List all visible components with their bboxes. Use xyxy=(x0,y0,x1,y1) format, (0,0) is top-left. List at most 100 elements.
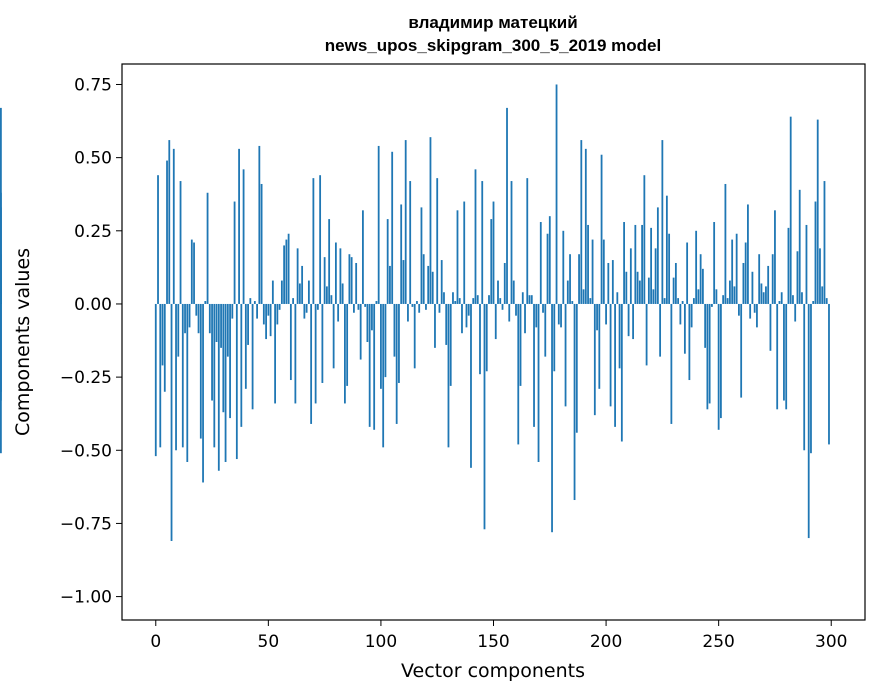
bar-14 xyxy=(186,303,189,462)
bar-132 xyxy=(452,292,454,304)
bar-39 xyxy=(242,169,245,304)
bar-285 xyxy=(796,251,799,304)
bar-262 xyxy=(744,242,747,304)
bar-240 xyxy=(695,230,698,304)
bar-116 xyxy=(416,301,418,304)
bar-110 xyxy=(402,260,405,304)
bar-218 xyxy=(645,303,648,366)
bar-103 xyxy=(386,219,389,304)
bar-298 xyxy=(825,298,828,304)
bar-145 xyxy=(481,181,484,304)
bar-136 xyxy=(461,303,463,334)
bar-69 xyxy=(310,303,313,424)
bar-222 xyxy=(654,248,657,304)
bar-202 xyxy=(609,303,612,407)
bar-140 xyxy=(470,303,472,468)
bar-151 xyxy=(494,303,497,340)
bar-94 xyxy=(366,303,369,342)
bar-155 xyxy=(503,262,506,304)
bar-44 xyxy=(253,301,256,304)
bar-227 xyxy=(665,195,668,304)
bar-75 xyxy=(323,257,326,304)
bar-undefined xyxy=(0,292,2,304)
y-tick-label: 0.25 xyxy=(74,222,112,242)
bar-84 xyxy=(344,303,346,404)
bar-153 xyxy=(499,298,502,304)
x-tick-label: 50 xyxy=(258,632,280,652)
bar-91 xyxy=(359,303,362,360)
bar-247 xyxy=(711,303,713,307)
bar-178 xyxy=(555,84,558,304)
bar-203 xyxy=(611,260,614,304)
bar-95 xyxy=(368,303,371,427)
chart-title: владимир матецкий xyxy=(408,13,577,32)
y-tick-label: −0.25 xyxy=(60,368,112,388)
bar-194 xyxy=(591,239,594,304)
bar-101 xyxy=(382,303,385,448)
y-axis-ticks: −1.00 −0.75 −0.50 −0.25 0.00 0.25 0.50 0.75 xyxy=(60,75,122,608)
y-tick-label: 0.00 xyxy=(74,295,112,315)
bar-179 xyxy=(557,303,560,325)
bar-0 xyxy=(154,303,157,457)
bar-224 xyxy=(659,303,662,357)
bar-8 xyxy=(172,148,175,304)
bar-152 xyxy=(497,280,499,304)
bar-231 xyxy=(674,262,677,304)
bar-228 xyxy=(668,233,671,304)
bar-288 xyxy=(803,303,806,451)
y-axis-label: Components values xyxy=(12,248,34,436)
bar-211 xyxy=(629,248,632,304)
bar-28 xyxy=(217,303,220,471)
bar-17 xyxy=(193,242,195,304)
bar-161 xyxy=(517,303,520,445)
bar-57 xyxy=(283,245,286,304)
bar-107 xyxy=(395,303,398,424)
bar-139 xyxy=(467,303,470,316)
bar-71 xyxy=(314,303,317,404)
bar-16 xyxy=(190,239,193,304)
bar-199 xyxy=(602,239,605,304)
bar-51 xyxy=(269,303,272,337)
bar-31 xyxy=(224,303,227,462)
bar-165 xyxy=(526,178,529,304)
bar-236 xyxy=(686,242,689,304)
bar-195 xyxy=(593,303,596,416)
bar-112 xyxy=(407,303,409,322)
bar-1 xyxy=(157,175,159,304)
bar-207 xyxy=(620,303,623,442)
bar-244 xyxy=(704,303,707,348)
bar-290 xyxy=(807,303,810,539)
bar-216 xyxy=(641,224,643,304)
bar-135 xyxy=(458,298,461,304)
bar-143 xyxy=(476,295,479,304)
bar-277 xyxy=(778,301,781,304)
bar-38 xyxy=(240,303,243,427)
x-axis-ticks: 0 50 100 150 200 250 300 xyxy=(150,620,847,652)
bar-196 xyxy=(596,303,598,331)
bar-54 xyxy=(276,303,279,325)
bar-295 xyxy=(819,248,821,304)
bar-43 xyxy=(251,303,254,410)
bar-252 xyxy=(722,295,725,304)
bar-189 xyxy=(580,140,583,304)
bar-235 xyxy=(683,303,686,354)
bar-163 xyxy=(521,292,524,304)
bar-170 xyxy=(537,303,540,462)
bar-126 xyxy=(438,303,441,313)
x-tick-label: 200 xyxy=(590,632,622,652)
bar-158 xyxy=(510,181,513,304)
bar-115 xyxy=(413,303,416,369)
bar-175 xyxy=(548,216,551,304)
x-axis-label: Vector components xyxy=(401,660,585,682)
bar-157 xyxy=(508,303,511,322)
bar-15 xyxy=(188,303,191,328)
x-tick-label: 150 xyxy=(477,632,509,652)
bar-223 xyxy=(656,207,659,304)
bar-275 xyxy=(774,210,776,304)
bar-177 xyxy=(553,303,556,372)
bar-120 xyxy=(425,303,427,310)
bar-89 xyxy=(355,262,358,304)
bar-172 xyxy=(542,303,544,313)
bar-37 xyxy=(238,148,240,304)
bar-205 xyxy=(616,292,619,304)
